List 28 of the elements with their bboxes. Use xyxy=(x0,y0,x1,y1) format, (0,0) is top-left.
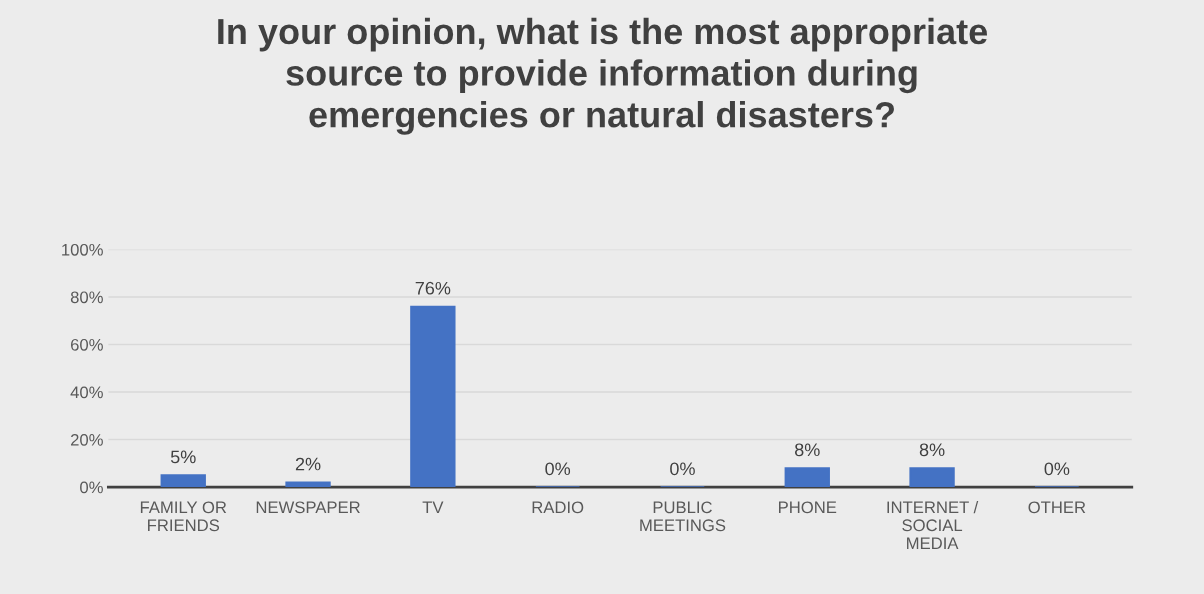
data-label: 76% xyxy=(415,281,451,295)
data-label: 8% xyxy=(795,443,820,457)
data-label: 8% xyxy=(919,443,945,457)
bar xyxy=(285,481,331,488)
x-tick-label: RADIO xyxy=(532,501,584,514)
x-tick-label: OTHER xyxy=(1028,501,1086,514)
bar xyxy=(160,474,206,488)
x-tick-label: INTERNET / SOCIAL MEDIA xyxy=(887,500,979,549)
x-tick-label: NEWSPAPER xyxy=(256,501,360,514)
data-label: 2% xyxy=(295,457,321,471)
x-tick-label: FAMILY OR FRIENDS xyxy=(140,501,227,532)
x-tick-label: PHONE xyxy=(779,501,837,514)
y-tick-label: 40% xyxy=(70,386,103,399)
y-tick-label: 20% xyxy=(70,433,103,446)
bar xyxy=(410,305,456,488)
data-label: 0% xyxy=(545,462,571,476)
x-tick-label: PUBLIC MEETINGS xyxy=(640,501,726,532)
y-tick-label: 80% xyxy=(70,291,103,304)
x-tick-label: TV xyxy=(422,501,444,514)
data-label: 0% xyxy=(1044,462,1070,476)
data-label: 0% xyxy=(670,462,695,476)
y-tick-label: 0% xyxy=(80,481,103,494)
y-tick-label: 100% xyxy=(62,243,103,256)
chart-title: In your opinion, what is the most appropriate source to provide information during emergencies or natural disasters? xyxy=(218,17,988,135)
bar xyxy=(784,467,830,488)
data-label: 5% xyxy=(170,450,196,464)
bar xyxy=(909,467,955,488)
y-tick-label: 60% xyxy=(70,338,103,351)
